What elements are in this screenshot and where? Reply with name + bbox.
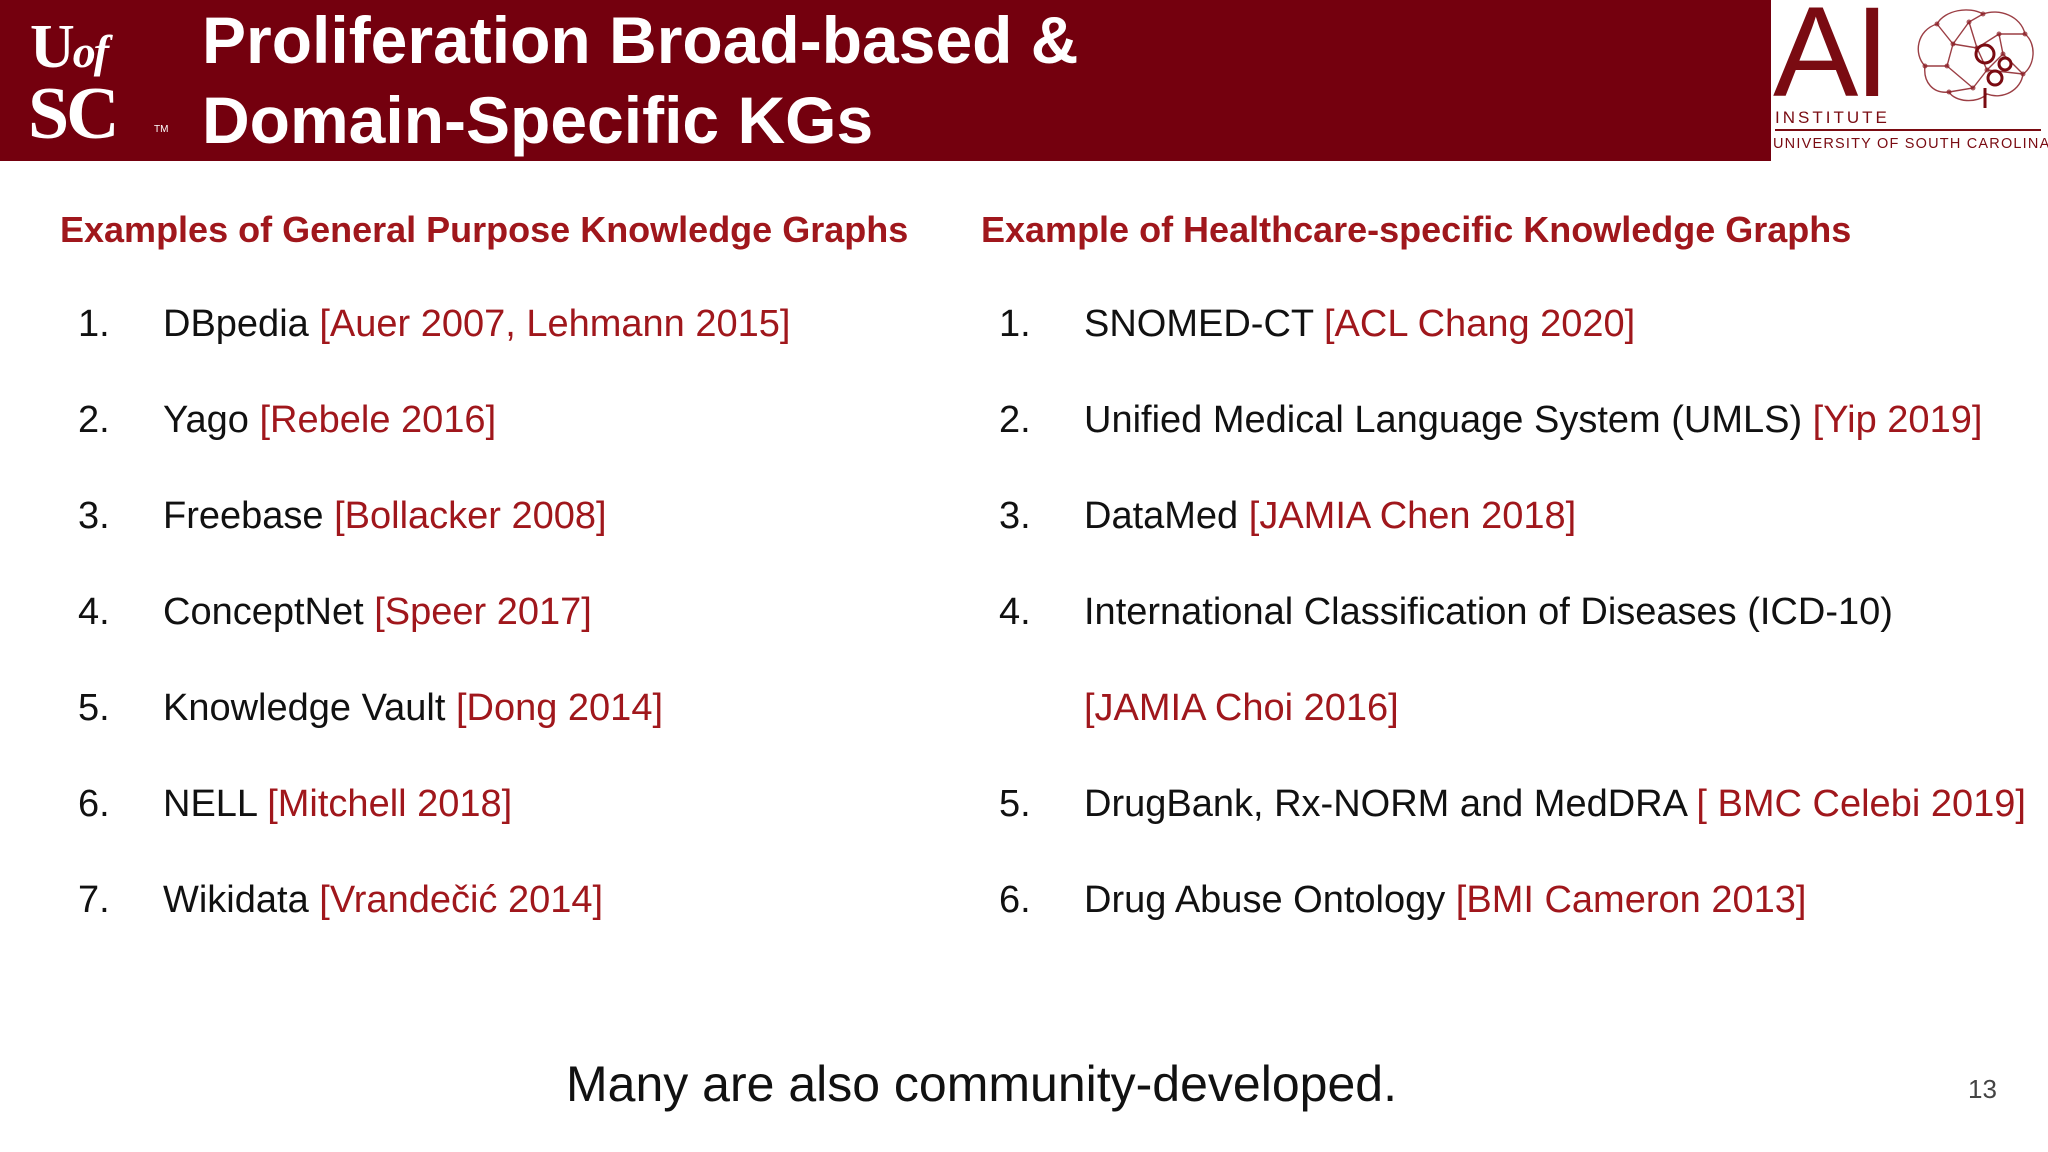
- list-item-body: Unified Medical Language System (UMLS) […: [1084, 392, 1982, 448]
- list-item-number: 3.: [999, 495, 1031, 537]
- uofsc-logo: Uof SC TM: [26, 12, 168, 155]
- list-item-number: 2.: [999, 399, 1031, 441]
- ai-institute-logo: AI INSTITUTE UNIVERSITY OF SOUTH CAROLIN…: [1771, 0, 2048, 161]
- list-item-citation: [Dong 2014]: [455, 687, 664, 729]
- list-item-body: [JAMIA Choi 2016]: [1084, 680, 1399, 736]
- list-item-body: DBpedia [Auer 2007, Lehmann 2015]: [163, 296, 790, 352]
- list-item-name: DataMed: [1084, 495, 1239, 537]
- list-item-citation: [ACL Chang 2020]: [1323, 303, 1636, 345]
- list-item-name: SNOMED-CT: [1084, 303, 1314, 345]
- list-item-number: 2.: [78, 399, 110, 441]
- list-item-citation: [Mitchell 2018]: [267, 783, 513, 825]
- list-item-citation: [Auer 2007, Lehmann 2015]: [319, 303, 791, 345]
- list-item-body: Drug Abuse Ontology [BMI Cameron 2013]: [1084, 872, 1806, 928]
- logo-line-2: SC: [28, 73, 120, 155]
- ai-logo-university: UNIVERSITY OF SOUTH CAROLINA: [1773, 136, 2048, 152]
- list-item-body: SNOMED-CT [ACL Chang 2020]: [1084, 296, 1635, 352]
- list-item-name: NELL: [163, 783, 257, 825]
- list-item-body: DrugBank, Rx-NORM and MedDRA [ BMC Celeb…: [1084, 776, 2026, 832]
- list-item-number: 6.: [999, 879, 1031, 921]
- list-item-number: 1.: [999, 303, 1031, 345]
- list-item-citation: [Bollacker 2008]: [334, 495, 607, 537]
- list-item-body: NELL [Mitchell 2018]: [163, 776, 512, 832]
- community-note: Many are also community-developed.: [566, 1056, 1397, 1112]
- list-item-name: DBpedia: [163, 303, 309, 345]
- page-title-line-1: Proliferation Broad-based &: [202, 3, 1079, 77]
- list-item-citation: [Yip 2019]: [1812, 399, 1983, 441]
- general-kg-heading: Examples of General Purpose Knowledge Gr…: [60, 209, 909, 250]
- list-item-name: DrugBank, Rx-NORM and MedDRA: [1084, 783, 1686, 825]
- list-item-citation: [Speer 2017]: [374, 591, 592, 633]
- list-item-name: Drug Abuse Ontology: [1084, 879, 1446, 921]
- list-item-number: 7.: [78, 879, 110, 921]
- list-item-name: Knowledge Vault: [163, 687, 446, 729]
- page-title-line-2: Domain-Specific KGs: [202, 83, 874, 157]
- list-item-name: Yago: [163, 399, 249, 441]
- list-item-citation: [BMI Cameron 2013]: [1455, 879, 1807, 921]
- list-item-name: Unified Medical Language System (UMLS): [1084, 399, 1803, 441]
- page-number: 13: [1968, 1074, 1997, 1104]
- list-item-name: Wikidata: [163, 879, 309, 921]
- list-item-body: Yago [Rebele 2016]: [163, 392, 496, 448]
- brain-gears-icon: [1917, 9, 2034, 108]
- ai-logo-institute: INSTITUTE: [1775, 108, 1890, 127]
- list-item-body: DataMed [JAMIA Chen 2018]: [1084, 488, 1576, 544]
- list-item-body: Wikidata [Vrandečić 2014]: [163, 872, 603, 928]
- list-item-name: Freebase: [163, 495, 324, 537]
- list-item-number: 1.: [78, 303, 110, 345]
- logo-of: of: [72, 26, 109, 77]
- list-item-number: 5.: [999, 783, 1031, 825]
- list-item-citation: [Vrandečić 2014]: [319, 879, 604, 921]
- list-item-body: Knowledge Vault [Dong 2014]: [163, 680, 663, 736]
- list-item-citation: [JAMIA Choi 2016]: [1084, 687, 1399, 729]
- list-item-number: 3.: [78, 495, 110, 537]
- list-item-body: ConceptNet [Speer 2017]: [163, 584, 592, 640]
- logo-trademark: TM: [154, 124, 169, 135]
- list-item-citation: [Rebele 2016]: [259, 399, 497, 441]
- list-item-number: 4.: [999, 591, 1031, 633]
- logo-line-1: Uof: [30, 12, 109, 87]
- list-item-number: 4.: [78, 591, 110, 633]
- page-title: Proliferation Broad-based & Domain-Speci…: [202, 0, 1702, 160]
- list-item-body: International Classification of Diseases…: [1084, 584, 1893, 640]
- list-item-name: International Classification of Diseases…: [1084, 591, 1893, 633]
- list-item-citation: [JAMIA Chen 2018]: [1248, 495, 1577, 537]
- title-banner: Uof SC TM Proliferation Broad-based & Do…: [0, 0, 1771, 161]
- ai-logo-letters: AI: [1773, 0, 1890, 124]
- list-item-number: 5.: [78, 687, 110, 729]
- list-item-citation: [ BMC Celebi 2019]: [1696, 783, 2026, 825]
- ai-logo-divider: [1775, 129, 2041, 131]
- healthcare-kg-heading: Example of Healthcare-specific Knowledge…: [981, 209, 1852, 250]
- list-item-body: Freebase [Bollacker 2008]: [163, 488, 607, 544]
- logo-u: U: [30, 13, 75, 81]
- list-item-name: ConceptNet: [163, 591, 364, 633]
- list-item-number: 6.: [78, 783, 110, 825]
